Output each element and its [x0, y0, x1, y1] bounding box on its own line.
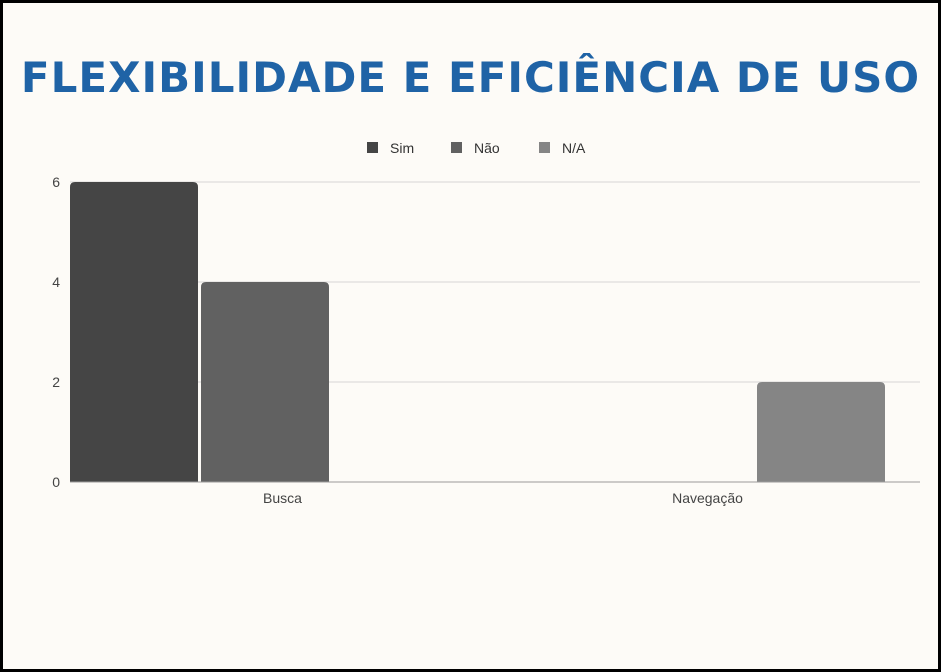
bar-no-0[interactable] [201, 282, 329, 482]
y-tick-label: 4 [52, 274, 60, 290]
legend-label[interactable]: Sim [390, 140, 414, 156]
legend-swatch [539, 142, 550, 153]
legend: Sim Não N/A [367, 140, 586, 156]
bars [70, 182, 885, 482]
x-tick-label: Busca [263, 490, 302, 506]
bar-na-1[interactable] [757, 382, 885, 482]
legend-label[interactable]: N/A [562, 140, 586, 156]
y-tick-label: 0 [52, 474, 60, 490]
y-tick-label: 2 [52, 374, 60, 390]
bar-sim-0[interactable] [70, 182, 198, 482]
legend-swatch [367, 142, 378, 153]
chart-title: FLEXIBILIDADE E EFICIÊNCIA DE USO [20, 53, 921, 102]
x-tick-label: Navegação [672, 490, 743, 506]
y-tick-label: 6 [52, 174, 60, 190]
legend-label[interactable]: Não [474, 140, 500, 156]
legend-swatch [451, 142, 462, 153]
axes: 0 2 4 6 Busca Navegação [52, 174, 920, 506]
